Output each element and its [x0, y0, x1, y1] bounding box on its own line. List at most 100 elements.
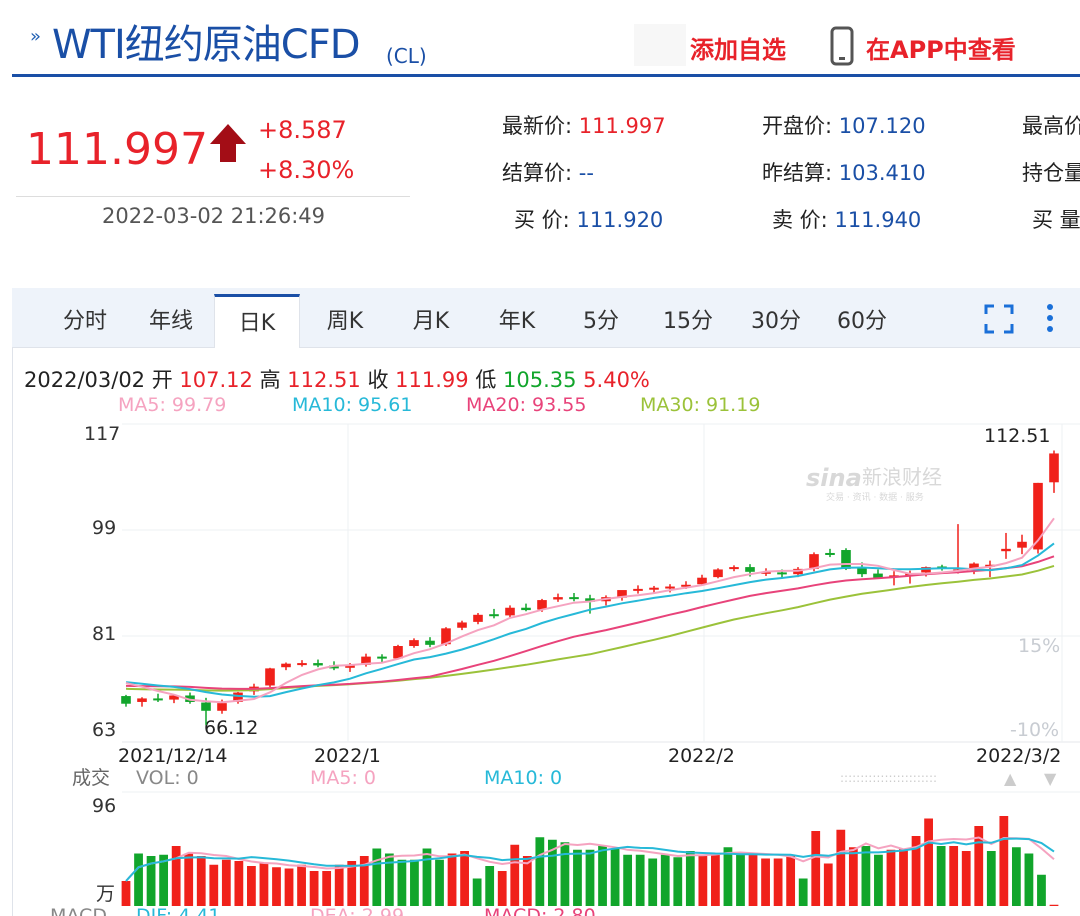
ma10-line [125, 542, 1055, 698]
volume-bar [322, 871, 332, 906]
tab-weekly-k[interactable]: 周K [326, 309, 364, 334]
tab-15min[interactable]: 15分 [663, 309, 713, 334]
volume-bar [359, 856, 369, 906]
volume-bar [410, 859, 419, 906]
volume-bar [184, 853, 194, 906]
tab-year-line[interactable]: 年线 [148, 309, 193, 334]
ma30-legend: MA30: 91.19 [640, 394, 761, 416]
volume-ma10: MA10: 0 [484, 767, 562, 789]
volume-bar [1024, 853, 1034, 906]
candle-body [697, 577, 707, 585]
open-value: 107.12 [179, 368, 253, 392]
fullscreen-icon[interactable] [984, 304, 1014, 334]
tab-yearly-k[interactable]: 年K [498, 309, 536, 334]
tab-5min[interactable]: 5分 [583, 309, 619, 334]
ma5-line [125, 517, 1055, 704]
tab-intraday[interactable]: 分时 [62, 309, 107, 334]
close-label: 收 [367, 368, 389, 392]
volume-bar [146, 856, 156, 906]
candle-body [121, 696, 131, 704]
open-price-field: 开盘价: 107.120 [762, 110, 926, 140]
tab-60min[interactable]: 60分 [837, 309, 887, 334]
candle-body [1049, 453, 1059, 483]
more-menu-icon[interactable] [1042, 302, 1058, 334]
volume-bar [259, 863, 269, 906]
open-interest-label: 持仓量 [1022, 161, 1080, 185]
candle-body [137, 698, 147, 702]
volume-bar [460, 851, 469, 906]
volume-bar [736, 854, 745, 906]
volume-bar [334, 864, 344, 906]
y-axis-label-63: 63 [92, 719, 116, 741]
volume-bar [648, 858, 658, 906]
volume-bars [121, 816, 1059, 906]
watermark: sina 新浪财经 交易 · 资讯 · 数据 · 服务 [806, 464, 942, 503]
candle-body [345, 664, 355, 668]
svg-text:交易 · 资讯 · 数据 · 服务: 交易 · 资讯 · 数据 · 服务 [826, 491, 924, 503]
price-change: +8.587 [258, 116, 347, 144]
low-label: 低 [475, 368, 497, 392]
open-app-button[interactable]: 在APP中查看 [866, 36, 1016, 64]
macd-dea: DEA: 2.99 [310, 905, 404, 916]
page-title: WTI纽约原油CFD [52, 22, 361, 68]
volume-vol: VOL: 0 [136, 767, 199, 789]
macd-value: MACD: 2.80 [484, 905, 596, 916]
settle-price-field: 结算价: -- [502, 157, 594, 187]
candle-body [473, 614, 483, 622]
volume-bar [547, 839, 557, 906]
collapse-up-icon[interactable]: ▲ [1004, 769, 1017, 788]
y-axis-label-81: 81 [92, 623, 116, 645]
candle-body [185, 695, 195, 702]
candle-body [489, 614, 499, 617]
volume-bar [986, 851, 996, 906]
tab-30min[interactable]: 30分 [751, 309, 801, 334]
tab-daily-k[interactable]: 日K [214, 294, 300, 348]
volume-bar [234, 861, 244, 906]
candle-body [393, 646, 403, 659]
tab-monthly-k[interactable]: 月K [412, 309, 450, 334]
volume-bar [999, 816, 1009, 906]
candle-body [1001, 548, 1011, 552]
candle-body [825, 552, 835, 555]
volume-bar [510, 844, 520, 906]
dotted-separator: :::::::::::::::::::::::: [840, 771, 937, 785]
high-label: 高 [259, 368, 281, 392]
candle-body [153, 698, 163, 701]
volume-bar [911, 836, 921, 906]
ohlc-date: 2022/03/02 [24, 368, 146, 392]
volume-bar [886, 849, 896, 906]
expand-down-icon[interactable]: ▼ [1044, 769, 1057, 788]
ma20-line [125, 555, 1055, 690]
candle-body [265, 668, 275, 686]
volume-bar [121, 881, 131, 906]
bid-price-value: 111.920 [576, 208, 664, 232]
volume-bar [159, 854, 169, 906]
volume-bar [610, 848, 620, 906]
volume-bar [372, 848, 382, 906]
candle-body [441, 628, 451, 645]
add-watchlist-button[interactable]: 添加自选 [690, 36, 786, 64]
volume-bar [949, 846, 959, 906]
volume-bar [761, 858, 770, 906]
phone-icon[interactable] [830, 26, 854, 66]
volume-bar [447, 853, 457, 906]
volume-bar [974, 826, 984, 906]
bid-volume-label: 买 量 [1032, 208, 1080, 232]
volume-ma-lines [125, 836, 1055, 882]
open-price-value: 107.120 [838, 114, 926, 138]
amplitude-value: 5.40% [583, 368, 650, 392]
x-axis-label-end: 2022/3/2 [976, 745, 1061, 767]
volume-title: 成交 [72, 767, 110, 789]
candles [121, 450, 1059, 725]
candle-body [329, 665, 339, 669]
period-tab-bar [12, 288, 1080, 348]
ma20-legend: MA20: 93.55 [466, 394, 587, 416]
latest-price-value: 111.997 [578, 114, 666, 138]
right-axis-neg10pct: -10% [1010, 719, 1059, 741]
bid-price-field: 买 价: 111.920 [514, 204, 663, 234]
divider [16, 196, 410, 197]
header-divider [12, 74, 1080, 77]
settle-price-value: -- [578, 161, 594, 185]
volume-bar [698, 854, 708, 906]
